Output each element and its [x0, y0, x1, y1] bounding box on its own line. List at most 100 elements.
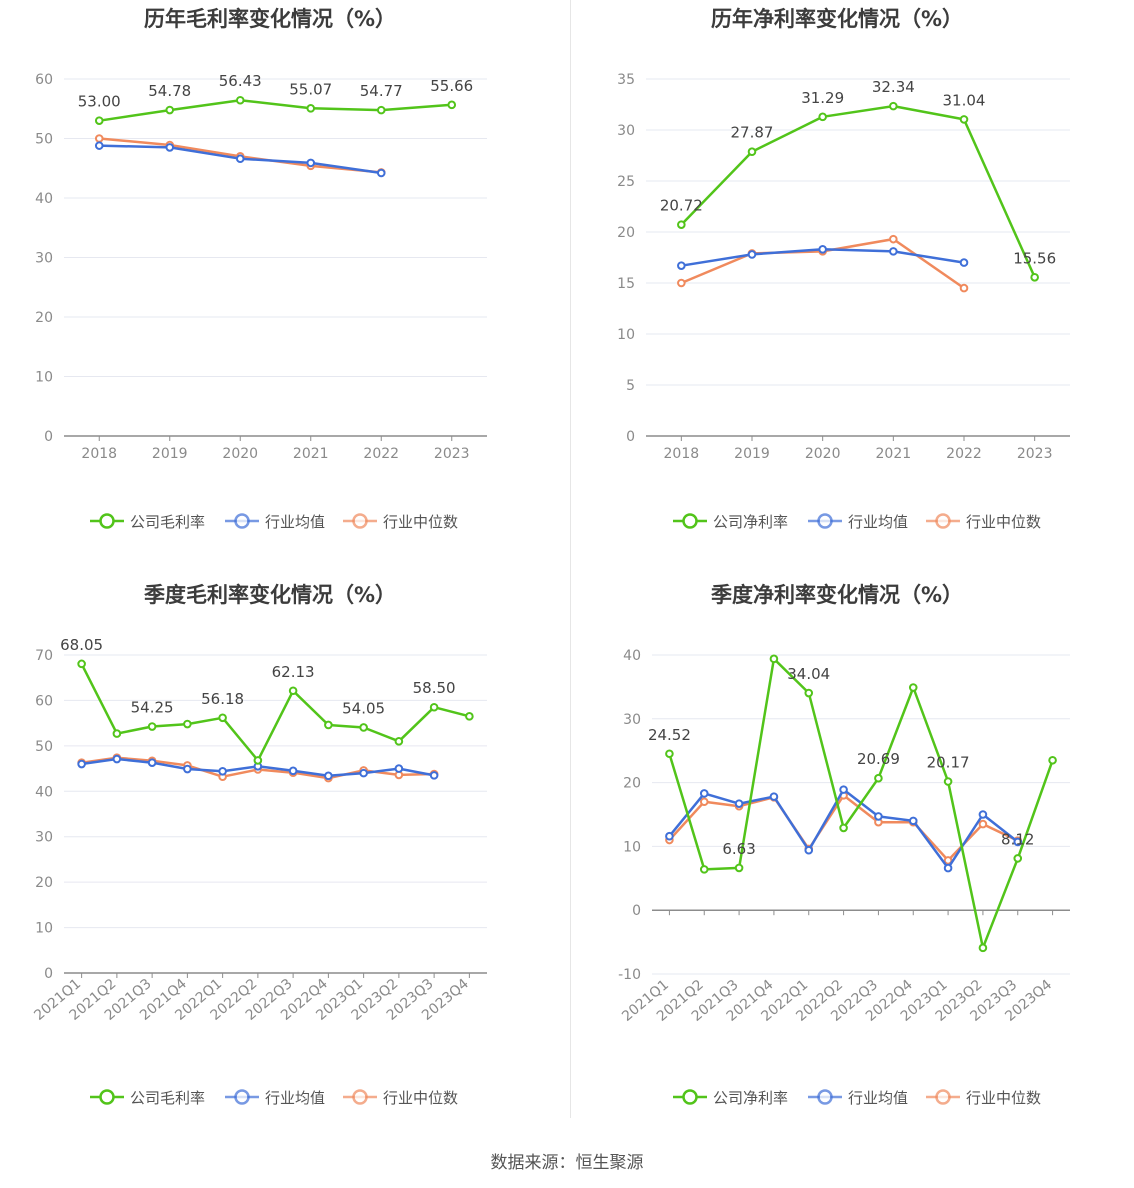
data-point	[112, 754, 122, 764]
y-tick-label: 0	[626, 429, 635, 445]
legend-swatch-marker	[817, 513, 833, 529]
legend-swatch-marker	[234, 1089, 250, 1105]
data-point	[699, 797, 709, 807]
data-point	[889, 247, 898, 256]
data-point	[677, 220, 686, 229]
data-label: 62.13	[272, 663, 315, 681]
legend-label: 行业均值	[265, 1089, 325, 1107]
legend-label: 行业均值	[265, 513, 325, 531]
data-point	[94, 141, 104, 150]
legend-label: 行业中位数	[966, 1089, 1041, 1107]
data-point	[235, 154, 245, 164]
data-point	[306, 104, 316, 113]
y-tick-label: 25	[617, 174, 635, 190]
y-tick-label: 10	[617, 327, 635, 343]
data-point	[324, 720, 333, 730]
quarterly-net-margin-plot: 季度净利率变化情况（%）-100102030402021Q12021Q22021…	[618, 583, 1070, 1107]
annual-gross-margin-plot: 历年毛利率变化情况（%） 0 10 20 30 40 50 60 2018 2019 2020 202…	[35, 7, 487, 531]
data-point	[908, 816, 918, 826]
x-tick-label: 2018	[664, 446, 700, 462]
data-point	[959, 258, 969, 267]
data-point	[839, 785, 848, 794]
data-label: 27.87	[731, 124, 774, 142]
legend-swatch-marker	[817, 1089, 833, 1105]
legend-label: 行业中位数	[383, 513, 458, 531]
data-point	[306, 158, 316, 168]
data-label: 31.04	[943, 91, 986, 109]
data-point	[218, 713, 227, 723]
data-point	[943, 777, 953, 786]
data-label: 55.66	[430, 77, 473, 95]
legend-label: 公司毛利率	[130, 1089, 205, 1107]
data-label: 32.34	[872, 78, 915, 96]
data-label: 31.29	[801, 89, 844, 107]
data-point	[978, 819, 988, 829]
data-point	[376, 168, 386, 178]
data-point	[359, 768, 368, 778]
data-point	[1013, 854, 1023, 863]
data-label: 54.25	[131, 699, 174, 717]
data-label: 54.77	[360, 82, 403, 100]
chart-title: 季度毛利率变化情况（%）	[144, 583, 396, 607]
legend-swatch-marker	[352, 513, 368, 529]
x-tick-label: 2019	[734, 446, 770, 462]
data-point	[218, 766, 227, 776]
data-point	[839, 823, 848, 833]
data-point	[465, 712, 474, 721]
data-point	[677, 261, 686, 270]
data-point	[253, 756, 263, 765]
data-point	[769, 792, 779, 801]
y-tick-label: 30	[35, 830, 53, 846]
legend-swatch-marker	[99, 513, 115, 529]
y-tick-label: 30	[617, 123, 635, 139]
x-tick-label: 2023	[434, 446, 470, 462]
data-label: 54.78	[148, 82, 191, 100]
data-point	[747, 147, 757, 157]
y-tick-label: 40	[35, 191, 53, 207]
data-point	[94, 134, 104, 143]
data-point	[183, 764, 192, 774]
data-label: 20.17	[927, 754, 970, 772]
annual-net-margin-plot: 历年净利率变化情况（%） 0 5 10 15 20 25 30 35 2018 2019 2020 20…	[617, 7, 1070, 531]
y-tick-label: 40	[623, 648, 641, 664]
data-point	[959, 115, 969, 124]
data-point	[818, 245, 827, 254]
x-tick-label: 2018	[81, 446, 117, 462]
data-point	[376, 105, 386, 115]
data-point	[1013, 837, 1023, 847]
legend-label: 公司毛利率	[130, 513, 205, 531]
data-point	[394, 737, 404, 746]
data-label: 56.18	[201, 690, 244, 708]
data-point	[165, 105, 175, 115]
data-point	[665, 749, 674, 759]
legend-label: 行业均值	[848, 513, 908, 531]
data-point	[978, 943, 988, 953]
legend-swatch-marker	[682, 513, 698, 529]
y-tick-label: 60	[35, 72, 53, 88]
data-point	[769, 654, 779, 664]
annual-gross-margin-chart: 历年毛利率变化情况（%） 0 10 20 30 40 50 60 2018 2019 2020 202…	[0, 0, 567, 576]
data-point	[665, 831, 674, 841]
y-tick-label: 10	[35, 921, 53, 937]
data-point	[394, 764, 404, 773]
y-tick-label: 40	[35, 784, 53, 800]
y-tick-label: 60	[35, 693, 53, 709]
data-point	[112, 729, 122, 738]
x-tick-label: 2020	[805, 446, 841, 462]
chart-title: 历年毛利率变化情况（%）	[144, 7, 396, 31]
legend-swatch-marker	[99, 1089, 115, 1105]
y-tick-label: 30	[623, 712, 641, 728]
y-tick-label: 0	[632, 903, 641, 919]
x-tick-label: 2019	[152, 446, 188, 462]
y-tick-label: 20	[35, 310, 53, 326]
legend-swatch-marker	[935, 513, 951, 529]
y-tick-label: -10	[618, 967, 641, 983]
data-point	[429, 702, 439, 712]
data-point	[235, 95, 245, 105]
annual-net-margin-chart: 历年净利率变化情况（%） 0 5 10 15 20 25 30 35 2018 2019 2020 20…	[567, 0, 1134, 576]
legend-label: 行业中位数	[966, 513, 1041, 531]
series-line	[680, 104, 1036, 278]
x-tick-label: 2023	[1017, 446, 1053, 462]
chart-title: 历年净利率变化情况（%）	[711, 7, 963, 31]
data-point	[959, 283, 969, 293]
